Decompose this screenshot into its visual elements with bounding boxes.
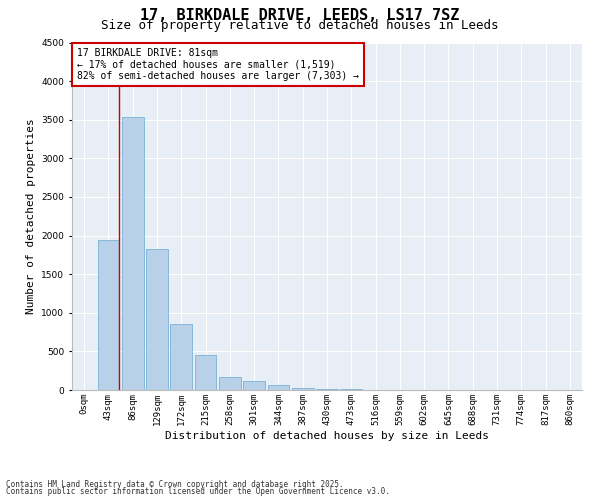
Y-axis label: Number of detached properties: Number of detached properties	[26, 118, 36, 314]
Bar	[219, 377, 241, 390]
Bar	[316, 389, 338, 390]
X-axis label: Distribution of detached houses by size in Leeds: Distribution of detached houses by size …	[165, 430, 489, 440]
Bar	[194, 355, 217, 390]
Text: Contains HM Land Registry data © Crown copyright and database right 2025.: Contains HM Land Registry data © Crown c…	[6, 480, 344, 489]
Text: 17, BIRKDALE DRIVE, LEEDS, LS17 7SZ: 17, BIRKDALE DRIVE, LEEDS, LS17 7SZ	[140, 8, 460, 22]
Bar	[243, 380, 265, 390]
Text: 17 BIRKDALE DRIVE: 81sqm
← 17% of detached houses are smaller (1,519)
82% of sem: 17 BIRKDALE DRIVE: 81sqm ← 17% of detach…	[77, 48, 359, 81]
Bar	[146, 250, 168, 390]
Bar	[97, 240, 119, 390]
Bar	[122, 118, 143, 390]
Bar	[292, 388, 314, 390]
Text: Contains public sector information licensed under the Open Government Licence v3: Contains public sector information licen…	[6, 487, 390, 496]
Text: Size of property relative to detached houses in Leeds: Size of property relative to detached ho…	[101, 19, 499, 32]
Bar	[170, 324, 192, 390]
Bar	[268, 386, 289, 390]
